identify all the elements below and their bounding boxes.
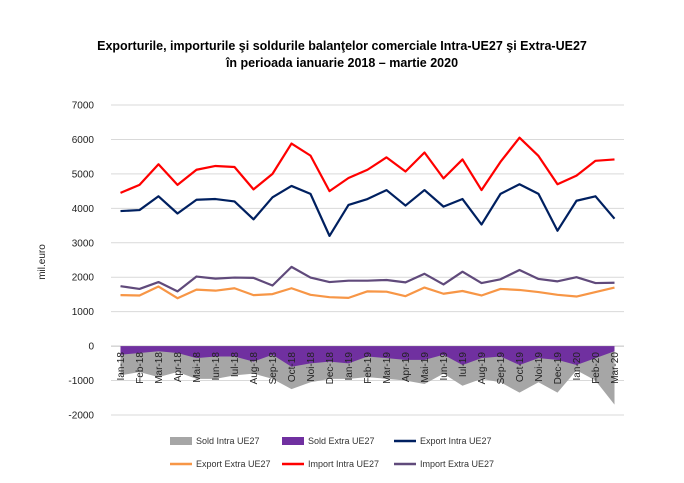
area-sold-intra-ue27 — [120, 346, 615, 405]
legend-label: Export Extra UE27 — [196, 459, 271, 469]
legend-label: Sold Extra UE27 — [308, 436, 375, 446]
x-tick-label: Mar-19 — [382, 352, 393, 384]
legend-label: Import Extra UE27 — [420, 459, 494, 469]
x-tick-label: Feb-18 — [135, 352, 146, 384]
x-tick-label: Feb-19 — [363, 352, 374, 384]
area-sold-extra-ue27 — [120, 346, 615, 367]
legend: Sold Intra UE27 Sold Extra UE27 Export Int… — [170, 436, 494, 469]
x-tick-label: Dec-18 — [325, 352, 336, 385]
x-tick-label: Feb-20 — [591, 352, 602, 384]
x-tick-label: Ian-19 — [344, 352, 355, 381]
line-export-extra-ue27 — [120, 285, 615, 300]
x-tick-labels: Ian-18 Feb-18 Mar-18 Apr-18 Mai-18 Iun-18 Iul-… — [116, 352, 621, 385]
x-tick-label: Ian-18 — [116, 352, 127, 381]
y-tick-label: 1000 — [72, 307, 95, 318]
line-import-intra-ue27 — [120, 136, 615, 194]
line-export-intra-ue27 — [120, 183, 616, 237]
y-tick-labels: -2000 -1000 0 1000 2000 3000 4000 5000 6000 7000 — [68, 101, 94, 422]
legend-label: Import Intra UE27 — [308, 459, 379, 469]
x-tick-label: Mai-18 — [192, 352, 203, 383]
line-series — [120, 136, 616, 300]
y-tick-label: 6000 — [72, 135, 95, 146]
x-tick-label: Iun-18 — [211, 352, 222, 381]
x-tick-label: Apr-19 — [401, 352, 412, 382]
line-import-extra-ue27 — [120, 265, 615, 293]
x-tick-label: Mar-18 — [154, 352, 165, 384]
legend-label: Sold Intra UE27 — [196, 436, 260, 446]
x-tick-label: Oct-18 — [287, 352, 298, 382]
x-tick-label: Mar-20 — [610, 352, 621, 384]
x-tick-label: Aug-18 — [249, 352, 260, 385]
x-tick-label: Iun-19 — [439, 352, 450, 381]
y-tick-label: -1000 — [68, 376, 94, 387]
y-tick-label: 5000 — [72, 169, 95, 180]
chart-title: Exporturile, importurile şi soldurile ba… — [0, 38, 684, 72]
x-tick-label: Aug-19 — [477, 352, 488, 385]
x-tick-label: Noi-19 — [534, 352, 545, 382]
x-tick-label: Noi-18 — [306, 352, 317, 382]
legend-swatch — [282, 437, 304, 445]
x-tick-label: Sep-19 — [496, 352, 507, 385]
y-tick-label: 0 — [88, 342, 94, 353]
chart-title-line-2: în perioada ianuarie 2018 – martie 2020 — [225, 56, 459, 70]
legend-label: Export Intra UE27 — [420, 436, 492, 446]
x-tick-label: Iul-19 — [458, 352, 469, 377]
x-tick-label: Iul-18 — [230, 352, 241, 377]
y-tick-label: 4000 — [72, 204, 95, 215]
x-tick-label: Sep-18 — [268, 352, 279, 385]
y-tick-label: -2000 — [68, 411, 94, 422]
chart-title-line-1: Exporturile, importurile şi soldurile ba… — [97, 39, 587, 53]
y-tick-label: 7000 — [72, 101, 95, 112]
x-tick-label: Mai-19 — [420, 352, 431, 383]
x-tick-label: Ian-20 — [572, 352, 583, 381]
y-tick-label: 3000 — [72, 238, 95, 249]
area-series — [120, 346, 615, 405]
x-tick-label: Oct-19 — [515, 352, 526, 382]
y-tick-label: 2000 — [72, 273, 95, 284]
legend-swatch — [170, 437, 192, 445]
y-axis-label: mil.euro — [37, 244, 48, 280]
x-tick-label: Dec-19 — [553, 352, 564, 385]
x-tick-label: Apr-18 — [173, 352, 184, 382]
